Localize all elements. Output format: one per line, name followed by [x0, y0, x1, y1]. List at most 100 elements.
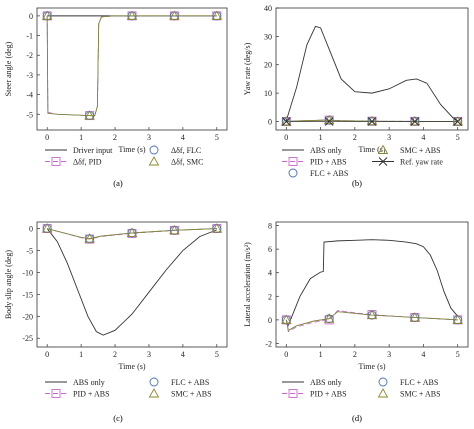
series-line-abs-only [285, 239, 459, 328]
x-tick-label: 4 [421, 133, 425, 142]
series-line-f-pid [46, 15, 217, 117]
data-point-ref-yaw-rate [281, 117, 291, 126]
legend-label-pid-abs: PID + ABS [73, 390, 110, 399]
x-tick-label: 2 [353, 133, 357, 142]
legend-swatch-marker-smc-abs [148, 388, 160, 398]
legend-swatch-marker-f-flc [149, 145, 159, 155]
legend-label-driver-input: Driver input [73, 146, 113, 155]
y-tick-label: 4 [268, 269, 272, 278]
y-tick-label: 20 [264, 61, 272, 70]
legend-swatch-marker-flc-abs [288, 168, 298, 178]
data-point-ref-yaw-rate-b [281, 117, 291, 126]
legend-label-f-smc: Δδf, SMC [171, 158, 203, 167]
legend-swatch-marker-pid-abs [288, 157, 298, 166]
legend-label-smc-abs: SMC + ABS [171, 390, 212, 399]
x-axis-label: Time (s) [118, 145, 145, 154]
y-axis-label: Steer angle (deg) [4, 41, 13, 96]
legend-swatch-marker-pid-abs [51, 389, 61, 398]
data-point-smc-abs [366, 115, 378, 126]
data-point-smc-abs [409, 115, 421, 126]
x-tick-label: 2 [113, 350, 117, 359]
y-tick-label: 2 [268, 292, 272, 301]
panel-caption-a: (a) [113, 178, 123, 188]
body-slip-angle-plot: 0 1 2 3 4 5 0 -5 -10 -15 -20 -25 Time (s) Body slip a… [4, 221, 228, 371]
data-point-smc-abs [366, 309, 378, 320]
x-tick-label: 1 [79, 133, 83, 142]
panel-a: 0 1 2 3 4 5 0 -1 -2 -3 -4 -5 Time (s) Steer angle (de… [4, 7, 228, 188]
yaw-rate-plot: 0 1 2 3 4 5 0 10 20 30 40 Time (s) Yaw rate (deg/s) [243, 4, 469, 154]
y-tick-label: 30 [264, 32, 272, 41]
data-point-ref-yaw-rate-b [324, 117, 334, 126]
series-line-f-smc [46, 15, 217, 117]
x-tick-label: 0 [284, 350, 288, 359]
steer-angle-plot: 0 1 2 3 4 5 0 -1 -2 -3 -4 -5 Time (s) Steer angle (de… [4, 7, 228, 154]
y-tick-label: 8 [268, 222, 272, 231]
steer-angle-legend: Driver input Δδf, FLC Δδf, PID Δδf, SMC [45, 145, 203, 167]
plot-frame [275, 7, 469, 131]
x-tick-label: 5 [456, 133, 460, 142]
y-axis-label: Lateral acceleration (m/s²) [243, 242, 252, 327]
data-point-f-smc [169, 10, 180, 20]
y-tick-label: -2 [265, 339, 272, 348]
yaw-rate-legend: ABS only SMC + ABS PID + ABS Ref. yaw rate F… [282, 144, 443, 178]
x-axis-label: Time (s) [118, 362, 145, 371]
x-tick-label: 5 [215, 350, 219, 359]
data-point-ref-yaw-rate [410, 117, 420, 126]
x-tick-label: 2 [353, 350, 357, 359]
x-tick-label: 0 [45, 350, 49, 359]
x-tick-label: 5 [215, 133, 219, 142]
legend-label-f-flc: Δδf, FLC [171, 146, 201, 155]
x-axis-label: Time (s) [358, 145, 385, 154]
x-tick-label: 4 [181, 350, 185, 359]
legend-swatch-marker-ref-yaw-rate [378, 157, 388, 166]
data-point-f-smc [211, 10, 223, 20]
x-tick-label: 0 [45, 133, 49, 142]
legend-label-flc-abs: FLC + ABS [400, 378, 438, 387]
legend-swatch-marker-smc-abs [377, 144, 389, 154]
series-line-f-flc [46, 15, 217, 117]
y-tick-label: -2 [26, 51, 33, 60]
x-tick-label: 1 [319, 350, 323, 359]
series-line-pid-abs [285, 310, 458, 333]
y-tick-label: -1 [26, 32, 33, 41]
legend-swatch-marker-smc-abs [377, 388, 389, 398]
x-tick-label: 3 [387, 133, 391, 142]
y-tick-label: 6 [268, 245, 272, 254]
x-tick-label: 3 [147, 350, 151, 359]
data-point-smc-abs [281, 314, 292, 324]
y-tick-label: -5 [26, 110, 33, 119]
series-line-abs-only [285, 25, 458, 122]
x-tick-label: 3 [147, 133, 151, 142]
data-point-smc-abs [211, 223, 223, 233]
y-tick-label: 0 [29, 12, 33, 21]
legend-label-abs-only: ABS only [310, 146, 342, 155]
y-axis-label: Body slip angle (deg) [4, 250, 13, 319]
legend-swatch-marker-ref-yaw-rate-b [378, 157, 388, 166]
panel-caption-b: (b) [352, 178, 362, 188]
legend-label-pid-abs: PID + ABS [310, 158, 347, 167]
x-tick-label: 4 [181, 133, 185, 142]
y-tick-label: -25 [22, 334, 33, 343]
x-tick-label: 5 [456, 350, 460, 359]
series-line-smc-abs [47, 228, 217, 240]
x-tick-label: 1 [79, 350, 83, 359]
y-tick-label: 10 [264, 89, 272, 98]
series-line-flc-abs [285, 311, 458, 332]
legend-label-abs-only: ABS only [310, 378, 342, 387]
y-tick-label: -5 [26, 247, 33, 256]
y-axis-label: Yaw rate (deg/s) [243, 42, 252, 95]
x-tick-label: 0 [284, 133, 288, 142]
y-tick-label: -3 [26, 71, 33, 80]
plot-frame [36, 7, 228, 131]
body-slip-angle-legend: ABS only FLC + ABS PID + ABS SMC + ABS [45, 377, 212, 399]
legend-label-smc-abs: SMC + ABS [400, 390, 441, 399]
data-point-smc-abs [409, 312, 421, 322]
data-point-smc-abs [84, 233, 95, 243]
x-tick-label: 1 [319, 133, 323, 142]
data-point-smc-abs [323, 313, 335, 323]
series-line-abs-only [46, 228, 217, 336]
y-tick-label: 0 [268, 117, 272, 126]
legend-swatch-marker-pid-abs [288, 389, 298, 398]
